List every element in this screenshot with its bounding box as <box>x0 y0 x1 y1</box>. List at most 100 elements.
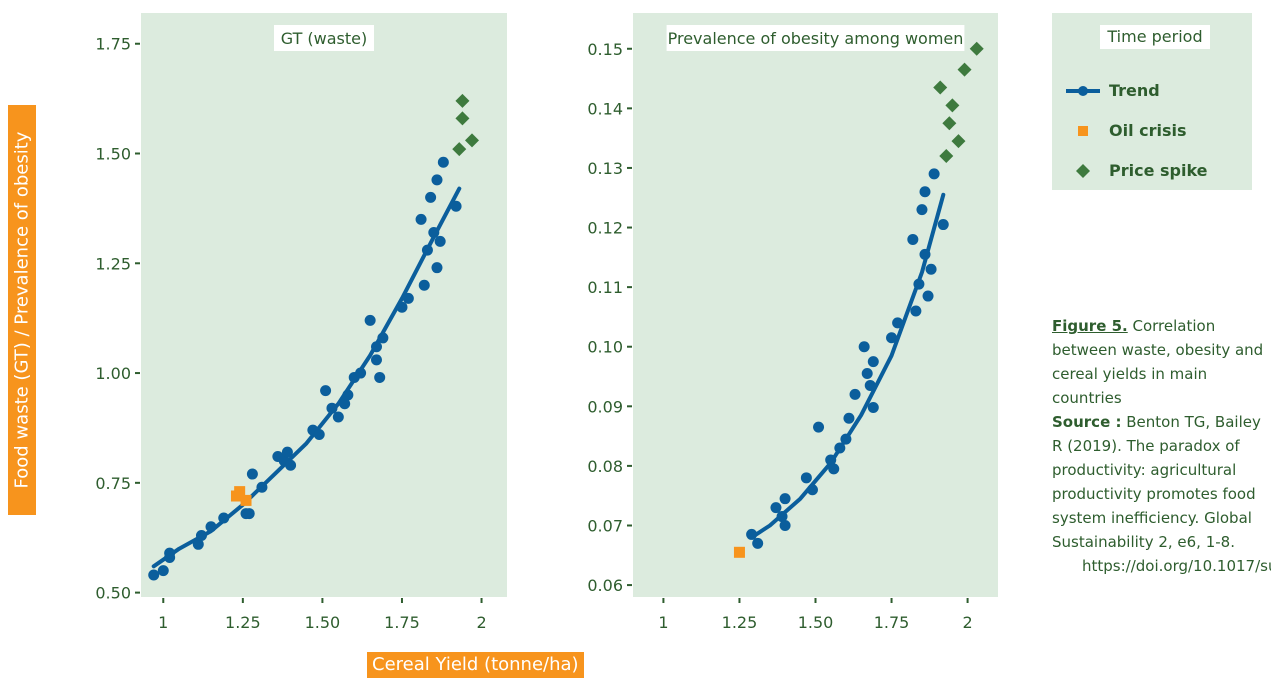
x-tick-label: 1.75 <box>874 613 910 632</box>
x-tick-label: 2 <box>476 613 486 632</box>
trend-point <box>333 411 344 422</box>
trend-point <box>926 264 937 275</box>
oil-crisis-point <box>734 547 745 558</box>
y-tick-label: 0.75 <box>95 474 131 493</box>
y-tick-label: 1.25 <box>95 254 131 273</box>
trend-point <box>850 389 861 400</box>
y-tick-label: 1.75 <box>95 35 131 54</box>
trend-point <box>801 472 812 483</box>
trend-point <box>868 402 879 413</box>
trend-point <box>355 368 366 379</box>
x-tick-label: 1.25 <box>722 613 758 632</box>
panel-title: GT (waste) <box>281 29 368 48</box>
figure-label: Figure 5. <box>1052 317 1128 335</box>
trend-point <box>910 305 921 316</box>
trend-point <box>865 380 876 391</box>
figure-caption: Figure 5. Correlation between waste, obe… <box>1052 314 1271 654</box>
legend-title: Time period <box>1100 25 1210 49</box>
trend-line-icon <box>1066 79 1100 103</box>
y-tick-label: 1.00 <box>95 364 131 383</box>
panel-title: Prevalence of obesity among women <box>668 29 964 48</box>
trend-point <box>422 245 433 256</box>
trend-point <box>828 463 839 474</box>
trend-point <box>923 291 934 302</box>
y-tick-label: 0.09 <box>587 397 623 416</box>
trend-point <box>285 460 296 471</box>
trend-point <box>403 293 414 304</box>
trend-point <box>752 538 763 549</box>
trend-point <box>746 529 757 540</box>
trend-point <box>396 302 407 313</box>
trend-point <box>892 317 903 328</box>
trend-point <box>807 484 818 495</box>
y-tick-label: 1.50 <box>95 145 131 164</box>
x-tick-label: 1.25 <box>225 613 261 632</box>
trend-point <box>862 368 873 379</box>
x-tick-label: 2 <box>962 613 972 632</box>
x-tick-label: 1.50 <box>798 613 834 632</box>
y-tick-label: 0.12 <box>587 219 623 238</box>
trend-point <box>431 174 442 185</box>
source-text: Benton TG, Bailey R (2019). The paradox … <box>1052 413 1261 551</box>
trend-point <box>929 168 940 179</box>
y-tick-label: 0.08 <box>587 457 623 476</box>
trend-point <box>907 234 918 245</box>
trend-point <box>428 227 439 238</box>
plot-area <box>141 13 507 597</box>
trend-point <box>913 279 924 290</box>
source-label: Source : <box>1052 413 1121 431</box>
y-tick-label: 0.11 <box>587 278 623 297</box>
y-tick-label: 0.50 <box>95 584 131 603</box>
trend-point <box>342 390 353 401</box>
y-axis-label-box: Food waste (GT) / Prevalence of obesity <box>8 105 36 515</box>
x-axis-label: Cereal Yield (tonne/ha) <box>367 652 584 678</box>
trend-point <box>780 520 791 531</box>
trend-point <box>916 204 927 215</box>
trend-point <box>158 565 169 576</box>
trend-point <box>834 443 845 454</box>
trend-point <box>435 236 446 247</box>
trend-point <box>431 262 442 273</box>
x-tick-label: 1 <box>658 613 668 632</box>
trend-point <box>868 356 879 367</box>
y-tick-label: 0.06 <box>587 576 623 595</box>
x-tick-label: 1.75 <box>384 613 420 632</box>
trend-point <box>920 249 931 260</box>
trend-point <box>282 447 293 458</box>
trend-point <box>218 512 229 523</box>
x-tick-label: 1 <box>158 613 168 632</box>
y-axis-label: Food waste (GT) / Prevalence of obesity <box>12 132 33 489</box>
trend-point <box>371 341 382 352</box>
trend-point <box>843 413 854 424</box>
legend-label-trend: Trend <box>1109 81 1160 100</box>
trend-point <box>425 192 436 203</box>
trend-point <box>938 219 949 230</box>
trend-point <box>247 469 258 480</box>
trend-point <box>813 422 824 433</box>
trend-point <box>780 493 791 504</box>
legend: Time period Trend Oil crisis Price spike <box>1052 13 1252 190</box>
oil-crisis-point <box>241 495 252 506</box>
trend-point <box>164 548 175 559</box>
trend-point <box>371 354 382 365</box>
trend-point <box>770 502 781 513</box>
legend-label-oil-crisis: Oil crisis <box>1109 121 1187 140</box>
trend-point <box>314 429 325 440</box>
trend-point <box>438 157 449 168</box>
diamond-marker-icon <box>1066 159 1100 183</box>
trend-point <box>148 570 159 581</box>
trend-point <box>196 530 207 541</box>
y-tick-label: 0.13 <box>587 159 623 178</box>
trend-point <box>377 332 388 343</box>
trend-point <box>320 385 331 396</box>
trend-point <box>365 315 376 326</box>
trend-point <box>920 186 931 197</box>
chart-panel-1: GT (waste) 0.50 0.75 1.00 1.25 1.50 1.75 1 1.25 1… <box>95 13 507 632</box>
trend-point <box>451 201 462 212</box>
trend-point <box>859 341 870 352</box>
y-tick-label: 0.14 <box>587 99 623 118</box>
trend-point <box>244 508 255 519</box>
trend-point <box>840 434 851 445</box>
legend-label-price-spike: Price spike <box>1109 161 1208 180</box>
doi-link[interactable]: https://doi.org/10.1017/sus.2019.3 <box>1052 554 1271 578</box>
